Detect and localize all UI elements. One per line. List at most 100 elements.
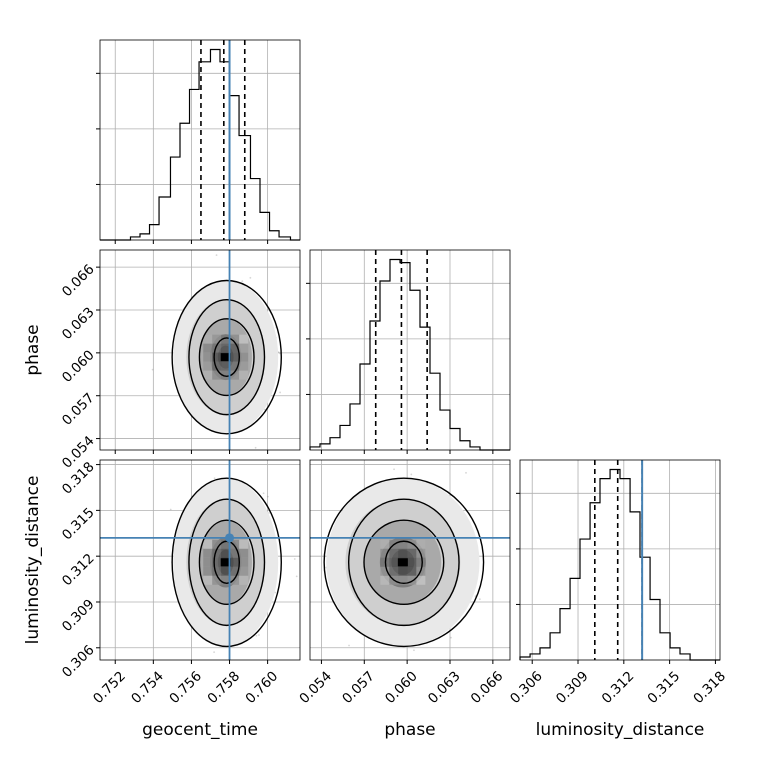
density-cell [203,361,213,371]
x-tick-label: 0.309 [553,668,592,707]
x-axis-label: luminosity_distance [536,720,705,740]
x-axis-label: phase [384,720,435,740]
density-cell [212,334,222,344]
density-cell [230,343,240,353]
sample-point [393,468,395,471]
y-tick-label: 0.315 [59,505,98,544]
density-cell [203,334,213,344]
sample-point [371,666,373,668]
density-cell [230,370,240,380]
density-cell [203,352,213,362]
contour-line [384,540,423,585]
density-cell [416,557,426,567]
truth-point [225,533,235,543]
panel-frame [99,39,301,241]
density-cell [230,539,240,549]
density-cell [398,575,408,585]
density-cell [221,343,231,353]
density-cell [221,575,231,585]
sample-point [255,634,258,637]
density-cell [212,361,222,371]
contour-line [213,337,241,378]
density-cell [203,557,213,567]
sample-point [413,649,415,652]
sample-point [279,352,281,355]
density-cell [212,548,222,558]
density-cell [398,566,408,576]
x-tick-label: 0.318 [690,668,729,707]
density-cell [239,575,249,585]
sample-point [295,575,298,578]
sample-point [465,471,467,474]
x-tick-label: 0.758 [204,668,243,707]
density-cell [203,566,213,576]
density-cell [230,566,240,576]
hist-panel-phase [306,249,511,451]
panel-background [100,40,300,240]
density-peak [397,558,408,567]
density-cell [212,352,222,362]
density-cell [203,575,213,585]
sample-point [241,280,244,283]
density-cell [380,539,390,549]
density-cell [239,352,249,362]
density-cell [203,539,213,549]
contour-line [198,318,255,397]
contour-line [363,519,445,606]
sample-point [293,558,296,560]
density-cell [212,575,222,585]
sample-point [410,473,413,476]
x-tick-label: 0.066 [468,668,507,707]
histogram-step [100,48,300,241]
density-cell [230,557,240,567]
density-cell [221,370,231,380]
histogram-step [519,468,720,661]
density-cell [407,575,417,585]
sample-point [209,670,211,672]
sample-point [274,591,277,594]
hist-panel-luminosity_distance [516,459,721,661]
sample-point [348,644,350,647]
density-cell [221,334,231,344]
density-cell [239,343,249,353]
2d-panel-geocent_time-phase [99,249,301,451]
x-tick-label: 0.754 [128,668,167,707]
density-cell [230,352,240,362]
panel-frame [309,249,511,451]
x-tick-label: 0.057 [339,668,378,707]
density-cell [407,566,417,576]
sample-point [450,636,452,639]
sample-point [213,477,216,480]
contour-line [171,477,282,648]
sample-point [169,508,172,511]
x-tick-label: 0.306 [507,668,546,707]
panel-content [310,460,510,668]
density-cell [203,370,213,380]
density-cell [389,557,399,567]
density-cell [398,548,408,558]
sample-point [213,651,216,654]
density-cell [398,539,408,549]
y-tick-label: 0.063 [59,304,98,343]
sample-point [215,254,218,257]
density-cell [239,361,249,371]
panel-frame [99,459,301,661]
density-cell [239,539,249,549]
contour-line [347,498,460,627]
sample-point [258,634,260,636]
sample-point [268,512,270,514]
y-tick-label: 0.057 [59,390,98,429]
panel-frame [99,249,301,451]
contour-line [188,298,266,416]
x-tick-label: 0.312 [599,668,638,707]
x-tick-label: 0.760 [243,668,282,707]
sample-point [263,408,266,411]
x-tick-label: 0.756 [166,668,205,707]
x-tick-label: 0.060 [382,668,421,707]
density-cell [407,557,417,567]
x-tick-label: 0.315 [645,668,684,707]
sample-point [279,391,282,394]
density-cell [212,370,222,380]
y-axis-label: phase [23,324,43,375]
